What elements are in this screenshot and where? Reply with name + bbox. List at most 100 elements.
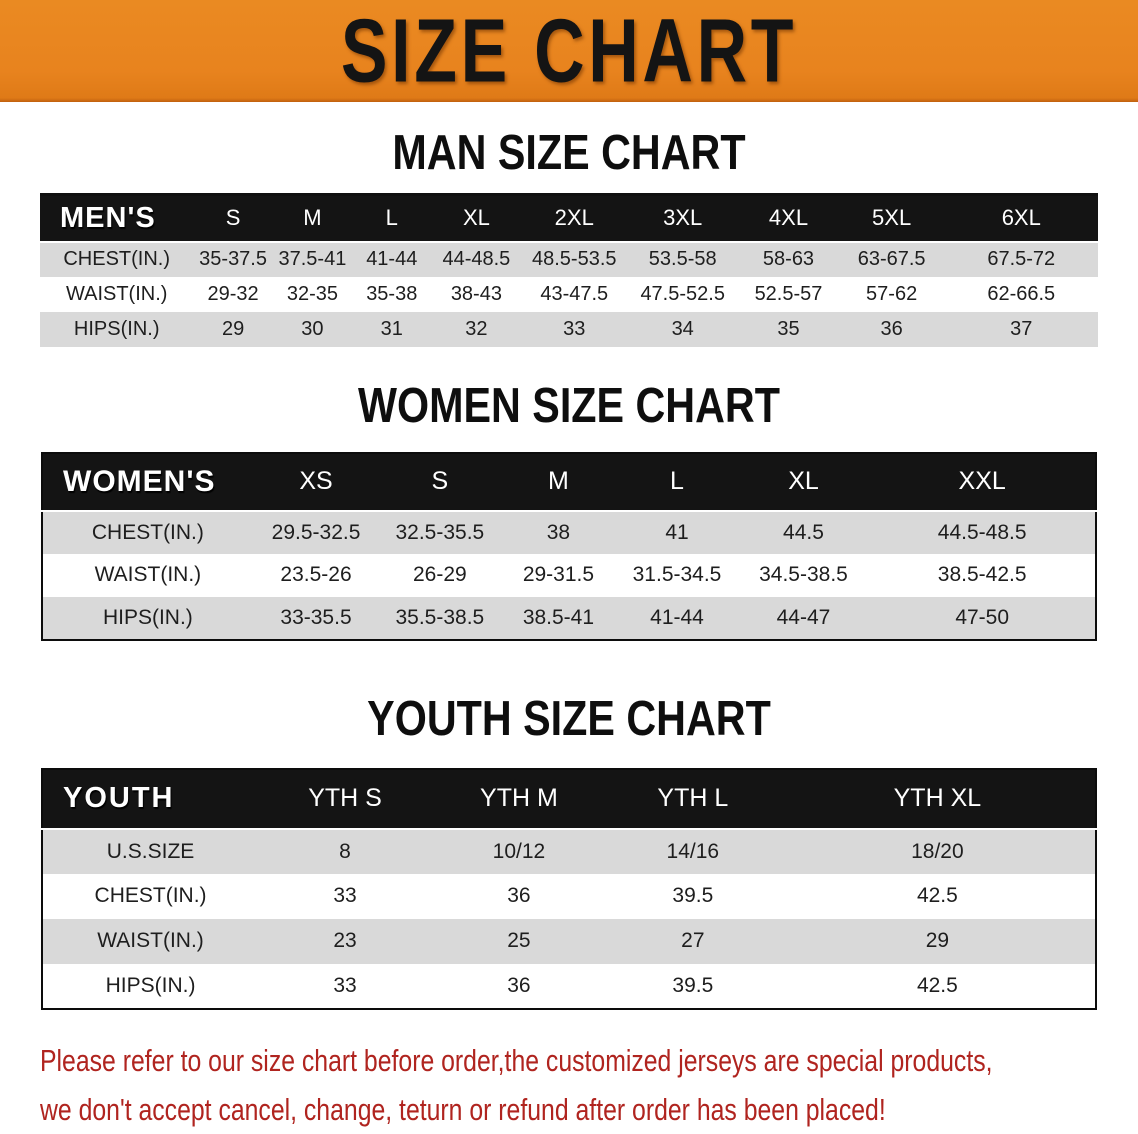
size-value: 29-32 <box>207 282 259 305</box>
size-value: 33 <box>563 317 586 340</box>
size-column-header: 6XL <box>944 193 1098 243</box>
size-value: 18/20 <box>911 839 964 863</box>
row-label: U.S.SIZE <box>106 839 195 863</box>
size-value: 27 <box>681 929 705 952</box>
size-value: 29 <box>925 929 950 952</box>
table-row: CHEST(IN.) 35-37.5 37.5-41 41-44 44-48.5 48.5… <box>40 241 1098 277</box>
women-table-header-row: WOMEN'S XS S M L XL XXL <box>42 452 1096 512</box>
size-value: 32-35 <box>286 282 338 305</box>
size-column-header: YTH M <box>431 768 606 830</box>
size-value: 38.5-41 <box>522 605 595 629</box>
size-value: 35-37.5 <box>199 248 267 270</box>
size-value: 35-38 <box>366 282 418 305</box>
size-value: 29-31.5 <box>522 563 595 586</box>
size-column-header: XXL <box>869 452 1096 512</box>
size-value: 30 <box>301 317 324 340</box>
size-column-header: XS <box>252 452 380 512</box>
size-value: 35 <box>777 317 800 340</box>
table-corner-label: YOUTH <box>42 768 259 830</box>
youth-section-title: YOUTH SIZE CHART <box>367 691 771 746</box>
size-value: 36 <box>507 973 531 997</box>
size-column-header: XL <box>737 452 870 512</box>
size-column-header: L <box>616 452 738 512</box>
size-column-header: L <box>352 193 432 243</box>
table-corner-label: WOMEN'S <box>42 452 253 512</box>
table-row: CHEST(IN.) 29.5-32.5 32.5-35.5 38 41 44.5 44.5… <box>42 510 1096 554</box>
size-value: 41 <box>665 520 689 544</box>
size-value: 37.5-41 <box>278 248 347 270</box>
men-size-table: MEN'S S M L XL 2XL 3XL 4XL 5XL 6XL CHEST(IN.) 35-3… <box>40 193 1098 347</box>
size-value: 58-63 <box>762 248 815 270</box>
size-value: 32.5-35.5 <box>395 520 485 544</box>
size-value: 10/12 <box>492 839 546 863</box>
size-value: 8 <box>339 839 351 863</box>
size-value: 48.5-53.5 <box>532 248 617 270</box>
size-column-header: M <box>500 452 617 512</box>
size-value: 33 <box>333 973 357 997</box>
women-size-table: WOMEN'S XS S M L XL XXL CHEST(IN.) 29.5-32.5 32.… <box>41 451 1097 641</box>
size-value: 52.5-57 <box>754 282 823 305</box>
size-column-header: 4XL <box>738 193 839 243</box>
size-value: 47.5-52.5 <box>640 282 725 305</box>
youth-size-table: YOUTH YTH S YTH M YTH L YTH XL U.S.SIZE 8 10/1… <box>41 767 1097 1010</box>
size-column-header: YTH L <box>605 768 780 830</box>
table-row: CHEST(IN.) 33 36 39.5 42.5 <box>42 873 1096 919</box>
size-value: 34 <box>671 317 694 340</box>
size-value: 33-35.5 <box>280 605 352 629</box>
disclaimer-text: Please refer to our size chart before or… <box>40 1036 1104 1134</box>
men-table-header-row: MEN'S S M L XL 2XL 3XL 4XL 5XL 6XL <box>40 193 1098 243</box>
table-row: WAIST(IN.) 23.5-26 26-29 29-31.5 31.5-34.5 34… <box>42 553 1096 597</box>
men-section-title: MAN SIZE CHART <box>392 125 746 181</box>
size-value: 41-44 <box>650 605 704 629</box>
size-value: 33 <box>333 884 357 907</box>
row-label: WAIST(IN.) <box>97 929 204 952</box>
size-value: 31 <box>380 317 403 340</box>
size-column-header: S <box>379 452 501 512</box>
size-value: 38-43 <box>450 282 502 305</box>
table-row: WAIST(IN.) 23 25 27 29 <box>42 918 1096 964</box>
table-corner-label: MEN'S <box>40 193 194 243</box>
size-column-header: 2XL <box>521 193 628 243</box>
size-column-header: YTH XL <box>779 768 1096 830</box>
size-column-header: M <box>272 193 353 243</box>
size-value: 29.5-32.5 <box>271 520 361 544</box>
table-row: WAIST(IN.) 29-32 32-35 35-38 38-43 43-47.5 47.… <box>40 276 1098 312</box>
size-column-header: 5XL <box>838 193 945 243</box>
size-value: 23.5-26 <box>280 563 352 586</box>
table-row: U.S.SIZE 8 10/12 14/16 18/20 <box>42 828 1096 874</box>
size-value: 67.5-72 <box>987 248 1056 270</box>
table-row: HIPS(IN.) 33-35.5 35.5-38.5 38.5-41 41-44 44-… <box>42 596 1096 640</box>
size-value: 42.5 <box>916 973 958 997</box>
row-label: HIPS(IN.) <box>102 605 193 629</box>
row-label: WAIST(IN.) <box>65 282 168 305</box>
row-label: CHEST(IN.) <box>63 248 171 270</box>
women-section-title: WOMEN SIZE CHART <box>358 378 780 433</box>
size-value: 35.5-38.5 <box>395 605 485 629</box>
row-label: CHEST(IN.) <box>94 884 207 907</box>
size-value: 36 <box>507 884 531 907</box>
size-value: 41-44 <box>366 248 418 270</box>
size-value: 29 <box>221 317 245 340</box>
table-row: HIPS(IN.) 33 36 39.5 42.5 <box>42 963 1096 1009</box>
disclaimer-line-2: we don't accept cancel, change, teturn o… <box>40 1091 886 1127</box>
size-column-header: XL <box>431 193 522 243</box>
size-value: 62-66.5 <box>987 282 1056 305</box>
youth-table-header-row: YOUTH YTH S YTH M YTH L YTH XL <box>42 768 1096 830</box>
size-value: 14/16 <box>666 839 720 863</box>
size-value: 57-62 <box>866 282 918 305</box>
size-value: 34.5-38.5 <box>759 563 848 586</box>
size-value: 63-67.5 <box>857 248 926 270</box>
size-value: 31.5-34.5 <box>632 563 722 586</box>
banner-title: SIZE CHART <box>340 0 798 102</box>
row-label: HIPS(IN.) <box>105 973 196 997</box>
size-value: 25 <box>507 929 531 952</box>
size-value: 26-29 <box>413 563 467 586</box>
size-value: 38 <box>546 520 571 544</box>
disclaimer-line-1: Please refer to our size chart before or… <box>40 1042 993 1078</box>
size-value: 44-47 <box>776 605 831 629</box>
size-value: 42.5 <box>916 884 958 907</box>
size-value: 37 <box>1010 317 1033 340</box>
size-value: 53.5-58 <box>648 248 717 270</box>
row-label: WAIST(IN.) <box>94 563 202 586</box>
table-row: HIPS(IN.) 29 30 31 32 33 34 35 36 37 <box>40 311 1098 347</box>
